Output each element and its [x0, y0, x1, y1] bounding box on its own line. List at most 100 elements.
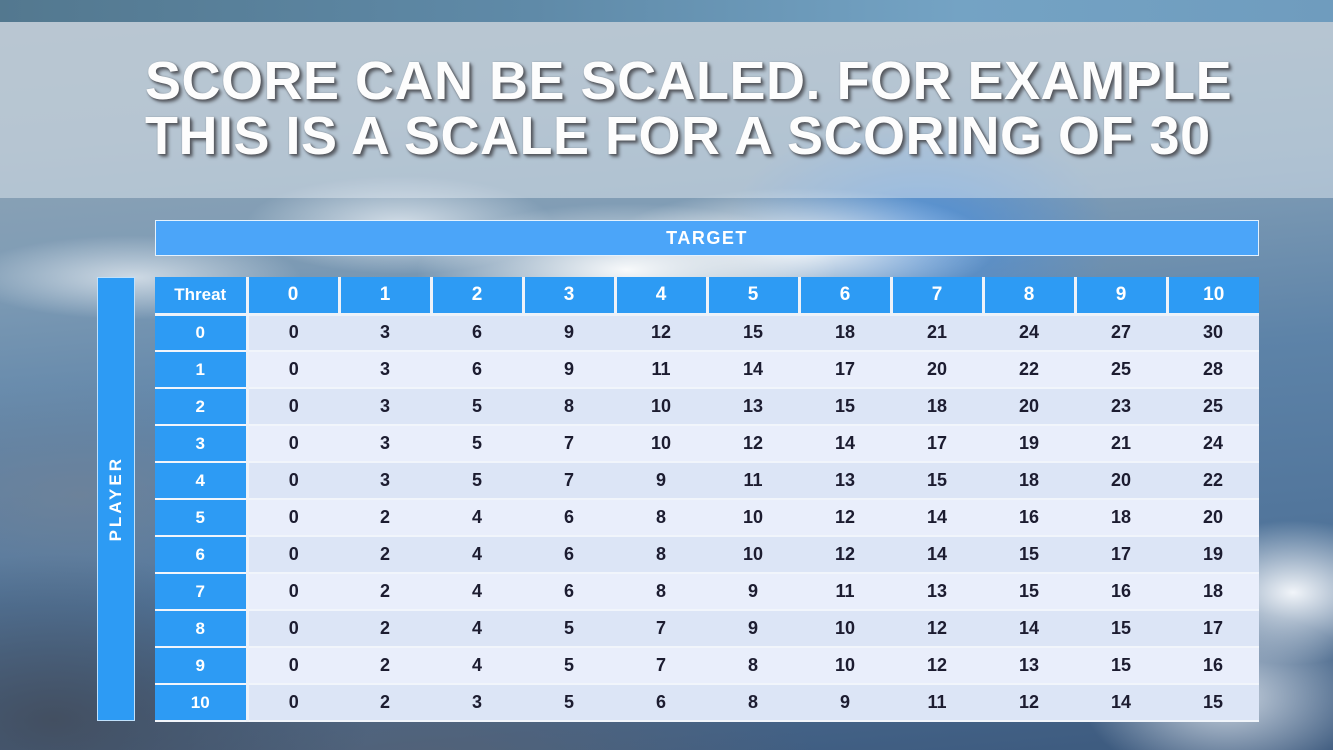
score-cell: 15	[1075, 610, 1167, 648]
score-cell: 0	[247, 388, 339, 426]
score-cell: 17	[1167, 610, 1259, 648]
score-cell: 3	[339, 351, 431, 389]
score-cell: 6	[431, 351, 523, 389]
row-header-6: 6	[155, 536, 249, 574]
score-cell: 10	[615, 388, 707, 426]
score-cell: 3	[339, 314, 431, 352]
score-cell: 15	[1075, 647, 1167, 685]
column-header-2: 2	[431, 277, 525, 316]
row-header-9: 9	[155, 647, 249, 685]
score-cell: 2	[339, 684, 431, 722]
score-cell: 9	[799, 684, 891, 722]
table-row: 2 0 3 5 8 10 13 15 18 20 23 25	[155, 388, 1259, 426]
score-cell: 2	[339, 610, 431, 648]
score-cell: 0	[247, 684, 339, 722]
score-cell: 0	[247, 425, 339, 463]
row-header-5: 5	[155, 499, 249, 537]
score-cell: 18	[1167, 573, 1259, 611]
row-header-8: 8	[155, 610, 249, 648]
score-cell: 0	[247, 314, 339, 352]
score-cell: 6	[523, 536, 615, 574]
score-cell: 5	[431, 462, 523, 500]
score-cell: 0	[247, 462, 339, 500]
table-row: 4 0 3 5 7 9 11 13 15 18 20 22	[155, 462, 1259, 500]
score-cell: 20	[1167, 499, 1259, 537]
score-cell: 3	[339, 425, 431, 463]
score-cell: 10	[615, 425, 707, 463]
score-cell: 6	[523, 499, 615, 537]
score-cell: 17	[799, 351, 891, 389]
score-cell: 0	[247, 351, 339, 389]
score-cell: 16	[1075, 573, 1167, 611]
score-cell: 16	[1167, 647, 1259, 685]
column-header-0: 0	[247, 277, 341, 316]
score-cell: 18	[799, 314, 891, 352]
score-cell: 11	[615, 351, 707, 389]
score-cell: 21	[1075, 425, 1167, 463]
score-cell: 21	[891, 314, 983, 352]
score-cell: 17	[891, 425, 983, 463]
score-cell: 5	[523, 684, 615, 722]
target-label-text: TARGET	[666, 227, 748, 248]
score-cell: 27	[1075, 314, 1167, 352]
score-cell: 28	[1167, 351, 1259, 389]
score-cell: 19	[983, 425, 1075, 463]
slide-title-line-1: SCORE CAN BE SCALED. FOR EXAMPLE	[145, 51, 1233, 111]
score-cell: 3	[339, 462, 431, 500]
score-cell: 6	[523, 573, 615, 611]
score-cell: 2	[339, 573, 431, 611]
player-axis-label: PLAYER	[97, 277, 135, 721]
table-row: 1 0 3 6 9 11 14 17 20 22 25 28	[155, 351, 1259, 389]
score-cell: 7	[615, 647, 707, 685]
score-cell: 4	[431, 647, 523, 685]
score-cell: 0	[247, 499, 339, 537]
score-cell: 25	[1167, 388, 1259, 426]
score-cell: 24	[983, 314, 1075, 352]
score-cell: 9	[615, 462, 707, 500]
table-row: 0 0 3 6 9 12 15 18 21 24 27 30	[155, 314, 1259, 352]
score-cell: 10	[799, 610, 891, 648]
table-row: 10 0 2 3 5 6 8 9 11 12 14 15	[155, 684, 1259, 722]
score-cell: 4	[431, 610, 523, 648]
score-cell: 5	[523, 647, 615, 685]
score-cell: 2	[339, 536, 431, 574]
table-row: 9 0 2 4 5 7 8 10 12 13 15 16	[155, 647, 1259, 685]
row-header-10: 10	[155, 684, 249, 722]
row-header-2: 2	[155, 388, 249, 426]
score-cell: 13	[707, 388, 799, 426]
column-header-4: 4	[615, 277, 709, 316]
score-cell: 15	[799, 388, 891, 426]
score-cell: 8	[707, 647, 799, 685]
score-cell: 15	[983, 536, 1075, 574]
score-cell: 0	[247, 610, 339, 648]
score-table: Threat 0 1 2 3 4 5 6 7 8 9 10 0 0 3 6 9 12 15 18 21 24 27 30 1…	[155, 277, 1259, 722]
score-cell: 14	[799, 425, 891, 463]
score-cell: 8	[707, 684, 799, 722]
column-header-5: 5	[707, 277, 801, 316]
score-cell: 10	[707, 536, 799, 574]
score-cell: 6	[431, 314, 523, 352]
score-cell: 20	[891, 351, 983, 389]
score-cell: 15	[891, 462, 983, 500]
score-cell: 11	[799, 573, 891, 611]
table-row: 6 0 2 4 6 8 10 12 14 15 17 19	[155, 536, 1259, 574]
target-axis-label: TARGET	[155, 220, 1259, 256]
score-cell: 14	[983, 610, 1075, 648]
score-cell: 12	[707, 425, 799, 463]
score-cell: 18	[1075, 499, 1167, 537]
score-cell: 10	[799, 647, 891, 685]
score-cell: 9	[707, 573, 799, 611]
score-cell: 8	[615, 536, 707, 574]
score-cell: 4	[431, 499, 523, 537]
score-cell: 9	[523, 314, 615, 352]
score-cell: 23	[1075, 388, 1167, 426]
score-cell: 18	[983, 462, 1075, 500]
score-cell: 12	[891, 610, 983, 648]
column-header-1: 1	[339, 277, 433, 316]
score-cell: 16	[983, 499, 1075, 537]
score-cell: 11	[891, 684, 983, 722]
score-cell: 12	[799, 536, 891, 574]
score-cell: 11	[707, 462, 799, 500]
score-cell: 22	[1167, 462, 1259, 500]
score-cell: 15	[983, 573, 1075, 611]
